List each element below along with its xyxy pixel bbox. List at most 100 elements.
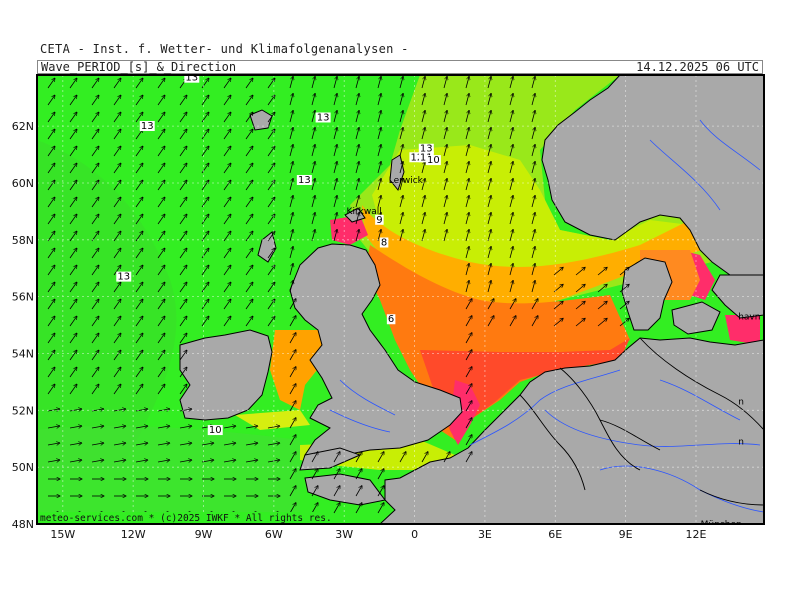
direction-arrow xyxy=(333,469,340,480)
direction-arrow xyxy=(47,333,55,344)
direction-arrow xyxy=(575,284,585,293)
direction-arrow xyxy=(267,443,280,445)
direction-arrow xyxy=(355,486,362,497)
direction-arrow xyxy=(289,280,293,293)
direction-arrow xyxy=(267,316,275,327)
direction-arrow xyxy=(487,161,491,174)
direction-arrow xyxy=(289,435,296,446)
direction-arrow xyxy=(69,333,77,344)
direction-arrow xyxy=(311,161,315,174)
direction-arrow xyxy=(531,246,535,259)
direction-arrow xyxy=(113,231,121,242)
direction-arrow xyxy=(267,248,275,259)
direction-arrow xyxy=(47,95,55,106)
direction-arrow xyxy=(333,195,337,208)
chart-title: Wave_PERIOD_[s]_&_Direction xyxy=(41,60,237,74)
lon-tick-label: 6E xyxy=(548,528,562,541)
direction-arrow xyxy=(201,146,209,157)
direction-arrow xyxy=(91,426,104,428)
direction-arrow xyxy=(223,265,231,276)
place-label: Kirkwall xyxy=(347,207,382,217)
lat-tick-label: 60N xyxy=(12,177,34,190)
direction-arrow xyxy=(47,299,55,310)
direction-arrow xyxy=(179,248,187,259)
direction-arrow xyxy=(157,350,165,361)
direction-arrow xyxy=(619,284,629,293)
direction-arrow xyxy=(355,469,362,480)
direction-arrow xyxy=(333,161,337,174)
direction-arrow xyxy=(69,409,82,411)
direction-arrow xyxy=(377,486,384,497)
direction-arrow xyxy=(597,267,607,276)
direction-arrow xyxy=(311,195,315,208)
direction-arrow xyxy=(245,214,253,225)
direction-arrow xyxy=(289,110,293,123)
direction-arrow xyxy=(377,503,384,514)
direction-arrow xyxy=(355,452,362,463)
direction-arrow xyxy=(289,350,296,361)
direction-arrow xyxy=(179,146,187,157)
direction-arrow xyxy=(157,282,165,293)
direction-arrow xyxy=(91,95,99,106)
land-continental-europe xyxy=(379,337,764,524)
direction-arrow xyxy=(465,384,472,395)
direction-arrow xyxy=(487,93,491,106)
direction-arrow xyxy=(91,333,99,344)
direction-arrow xyxy=(465,435,472,446)
direction-arrow xyxy=(113,350,121,361)
direction-arrow xyxy=(157,231,165,242)
direction-arrow xyxy=(91,248,99,259)
direction-arrow xyxy=(223,163,231,174)
direction-arrow xyxy=(399,161,403,174)
direction-arrow xyxy=(399,110,403,123)
direction-arrow xyxy=(47,214,55,225)
direction-arrow xyxy=(179,180,187,191)
direction-arrow xyxy=(223,282,231,293)
country-borders xyxy=(519,337,764,506)
direction-arrow xyxy=(575,267,585,276)
direction-arrow xyxy=(179,333,187,344)
direction-arrow xyxy=(311,127,315,140)
direction-arrow xyxy=(47,129,55,140)
longitude-axis: 15W 12W 9W 6W 3W 0 3E 6E 9E 12E xyxy=(50,528,706,541)
direction-arrow xyxy=(267,197,275,208)
direction-arrow xyxy=(157,78,165,89)
direction-arrow xyxy=(421,93,425,106)
direction-arrow xyxy=(465,76,469,89)
direction-arrow xyxy=(487,316,494,327)
direction-arrow xyxy=(509,299,516,310)
direction-arrow xyxy=(487,246,491,259)
direction-arrow xyxy=(377,110,381,123)
direction-arrow xyxy=(509,195,513,208)
direction-arrow xyxy=(289,401,296,412)
contour-label: 13 xyxy=(317,112,330,123)
direction-arrow xyxy=(113,78,121,89)
direction-arrow xyxy=(245,163,253,174)
contour-label-bg xyxy=(296,174,312,185)
direction-arrow xyxy=(69,112,77,123)
direction-arrow xyxy=(135,443,148,445)
direction-arrow xyxy=(487,127,491,140)
direction-arrow xyxy=(289,144,293,157)
direction-arrow xyxy=(223,214,231,225)
direction-arrow xyxy=(245,265,253,276)
source-header: CETA - Inst. f. Wetter- und Klimafolgena… xyxy=(40,42,409,56)
direction-arrow xyxy=(245,282,253,293)
direction-arrow xyxy=(597,318,607,327)
direction-arrow xyxy=(223,78,231,89)
direction-arrow xyxy=(47,146,55,157)
direction-arrow xyxy=(333,93,337,106)
direction-arrow xyxy=(113,316,121,327)
direction-arrow xyxy=(289,299,296,310)
direction-arrow xyxy=(333,127,337,140)
direction-arrow xyxy=(47,426,60,428)
lon-tick-label: 12W xyxy=(121,528,146,541)
direction-arrow xyxy=(289,367,296,378)
direction-arrow xyxy=(157,248,165,259)
direction-arrow xyxy=(245,231,253,242)
direction-arrow xyxy=(69,443,82,445)
direction-arrow xyxy=(531,93,535,106)
direction-arrow xyxy=(69,367,77,378)
direction-arrow xyxy=(531,178,535,191)
direction-arrow xyxy=(509,229,513,242)
